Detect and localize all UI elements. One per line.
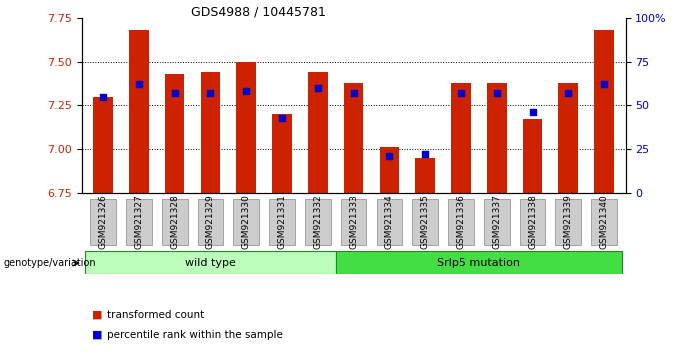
FancyBboxPatch shape <box>377 199 403 245</box>
FancyBboxPatch shape <box>556 199 581 245</box>
FancyBboxPatch shape <box>484 199 509 245</box>
FancyBboxPatch shape <box>162 199 188 245</box>
Point <box>598 81 609 87</box>
Text: percentile rank within the sample: percentile rank within the sample <box>107 330 284 339</box>
FancyBboxPatch shape <box>85 251 336 274</box>
Bar <box>487 82 507 193</box>
FancyBboxPatch shape <box>90 199 116 245</box>
FancyBboxPatch shape <box>126 199 152 245</box>
Bar <box>594 30 614 193</box>
Text: GSM921333: GSM921333 <box>349 194 358 249</box>
Text: Srlp5 mutation: Srlp5 mutation <box>437 258 520 268</box>
Point <box>420 152 430 157</box>
Text: ■: ■ <box>92 310 102 320</box>
Bar <box>415 158 435 193</box>
Text: GSM921336: GSM921336 <box>456 194 466 249</box>
Point <box>169 90 180 96</box>
Text: GSM921337: GSM921337 <box>492 194 501 249</box>
Text: GSM921328: GSM921328 <box>170 194 179 249</box>
FancyBboxPatch shape <box>269 199 295 245</box>
Text: GSM921326: GSM921326 <box>99 194 107 249</box>
Point <box>456 90 466 96</box>
Point <box>563 90 574 96</box>
Bar <box>308 72 328 193</box>
Point <box>384 153 395 159</box>
Text: GSM921330: GSM921330 <box>241 194 251 249</box>
FancyBboxPatch shape <box>198 199 223 245</box>
Bar <box>129 30 149 193</box>
Text: GSM921339: GSM921339 <box>564 194 573 249</box>
Point <box>98 94 109 99</box>
Text: wild type: wild type <box>185 258 236 268</box>
FancyBboxPatch shape <box>520 199 545 245</box>
Text: GSM921340: GSM921340 <box>600 194 609 249</box>
Text: GSM921331: GSM921331 <box>277 194 286 249</box>
FancyBboxPatch shape <box>448 199 474 245</box>
Text: ■: ■ <box>92 330 102 339</box>
Point <box>312 85 323 91</box>
Point <box>277 115 288 120</box>
FancyBboxPatch shape <box>591 199 617 245</box>
Bar <box>272 114 292 193</box>
Bar <box>201 72 220 193</box>
Bar <box>523 119 543 193</box>
Bar <box>93 97 113 193</box>
Bar <box>344 82 363 193</box>
Bar <box>237 62 256 193</box>
Point <box>348 90 359 96</box>
Bar <box>558 82 578 193</box>
Text: GSM921335: GSM921335 <box>421 194 430 249</box>
Text: GSM921332: GSM921332 <box>313 194 322 249</box>
Text: GSM921327: GSM921327 <box>135 194 143 249</box>
Bar <box>379 147 399 193</box>
Text: genotype/variation: genotype/variation <box>3 258 96 268</box>
FancyBboxPatch shape <box>336 251 622 274</box>
Point <box>527 109 538 115</box>
Text: GSM921334: GSM921334 <box>385 194 394 249</box>
FancyBboxPatch shape <box>412 199 438 245</box>
Point <box>133 81 144 87</box>
Text: GDS4988 / 10445781: GDS4988 / 10445781 <box>191 5 326 18</box>
Bar <box>165 74 184 193</box>
Point <box>241 88 252 94</box>
FancyBboxPatch shape <box>305 199 330 245</box>
Text: GSM921338: GSM921338 <box>528 194 537 249</box>
Text: GSM921329: GSM921329 <box>206 194 215 249</box>
Point <box>205 90 216 96</box>
FancyBboxPatch shape <box>341 199 367 245</box>
FancyBboxPatch shape <box>233 199 259 245</box>
Bar <box>451 82 471 193</box>
Point <box>492 90 503 96</box>
Text: transformed count: transformed count <box>107 310 205 320</box>
